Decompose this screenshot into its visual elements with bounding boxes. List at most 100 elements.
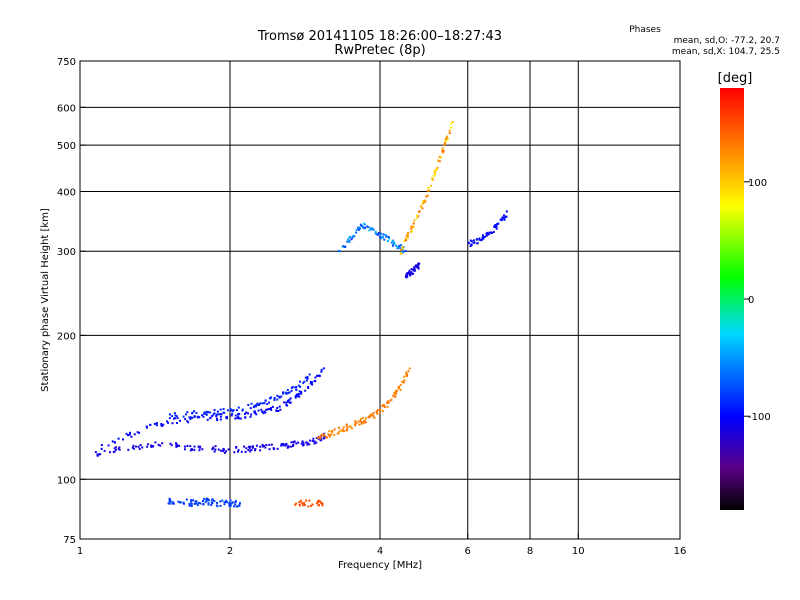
data-point <box>133 433 136 436</box>
data-point <box>202 500 205 503</box>
data-point <box>363 222 366 225</box>
data-point <box>190 502 193 505</box>
data-point <box>395 244 398 247</box>
data-point <box>193 415 196 418</box>
data-point <box>290 445 293 448</box>
data-point <box>367 226 370 229</box>
data-point <box>114 446 117 449</box>
data-point <box>236 417 239 420</box>
data-point <box>266 408 269 411</box>
data-point <box>201 448 204 451</box>
y-tick-label: 75 <box>63 535 76 546</box>
data-point <box>313 380 316 383</box>
data-point <box>288 398 291 401</box>
data-point <box>244 416 247 419</box>
data-point <box>472 239 475 242</box>
data-point <box>226 409 229 412</box>
data-point <box>377 408 380 411</box>
data-point <box>390 398 393 401</box>
data-point <box>254 447 257 450</box>
data-point <box>285 392 288 395</box>
x-tick-label: 2 <box>227 546 233 557</box>
data-point <box>206 498 209 501</box>
data-point <box>448 129 451 132</box>
data-point <box>375 410 378 413</box>
data-point <box>320 368 323 371</box>
data-point <box>480 239 483 242</box>
data-point <box>305 499 308 502</box>
data-point <box>96 453 99 456</box>
data-point <box>295 393 298 396</box>
data-point <box>372 228 375 231</box>
data-point <box>276 447 279 450</box>
data-point <box>278 405 281 408</box>
data-point <box>210 504 213 507</box>
data-point <box>247 403 250 406</box>
data-point <box>94 451 97 454</box>
data-point <box>412 222 415 225</box>
data-point <box>417 263 420 266</box>
data-point <box>412 272 415 275</box>
data-point <box>147 443 150 446</box>
data-point <box>373 416 376 419</box>
data-point <box>287 392 290 395</box>
data-point <box>476 242 479 245</box>
data-point <box>238 412 241 415</box>
data-point <box>278 396 281 399</box>
data-point <box>377 232 380 235</box>
data-point <box>222 411 225 414</box>
data-point <box>412 226 415 229</box>
data-point <box>359 223 362 226</box>
data-point <box>488 231 491 234</box>
data-point <box>438 155 441 158</box>
data-point <box>282 391 285 394</box>
data-point <box>382 404 385 407</box>
data-point <box>341 428 344 431</box>
data-point <box>481 234 484 237</box>
data-point <box>377 233 380 236</box>
data-point <box>230 502 233 505</box>
data-point <box>286 446 289 449</box>
data-point <box>198 449 201 452</box>
data-point <box>193 448 196 451</box>
data-point <box>405 234 408 237</box>
data-point <box>372 411 375 414</box>
data-point <box>209 411 212 414</box>
data-point <box>270 408 273 411</box>
data-point <box>503 216 506 219</box>
data-point <box>469 245 472 248</box>
data-points <box>94 120 508 508</box>
data-point <box>315 441 318 444</box>
data-point <box>254 405 257 408</box>
data-point <box>232 505 235 508</box>
data-point <box>235 446 238 449</box>
data-point <box>167 502 170 505</box>
data-point <box>338 426 341 429</box>
data-point <box>216 419 219 422</box>
data-point <box>319 439 322 442</box>
data-point <box>415 214 418 217</box>
data-point <box>282 442 285 445</box>
data-point <box>395 390 398 393</box>
data-point <box>307 385 310 388</box>
data-point <box>359 420 362 423</box>
data-point <box>393 392 396 395</box>
data-point <box>276 394 279 397</box>
data-point <box>219 449 222 452</box>
data-point <box>394 389 397 392</box>
data-point <box>276 398 279 401</box>
data-point <box>416 266 419 269</box>
data-point <box>410 230 413 233</box>
data-point <box>298 503 301 506</box>
data-point <box>250 413 253 416</box>
data-point <box>311 383 314 386</box>
data-point <box>139 444 142 447</box>
data-point <box>237 406 240 409</box>
data-point <box>422 202 425 205</box>
data-point <box>260 408 263 411</box>
data-point <box>400 248 403 251</box>
data-point <box>501 217 504 220</box>
data-point <box>270 443 273 446</box>
data-point <box>330 433 333 436</box>
data-point <box>275 409 278 412</box>
